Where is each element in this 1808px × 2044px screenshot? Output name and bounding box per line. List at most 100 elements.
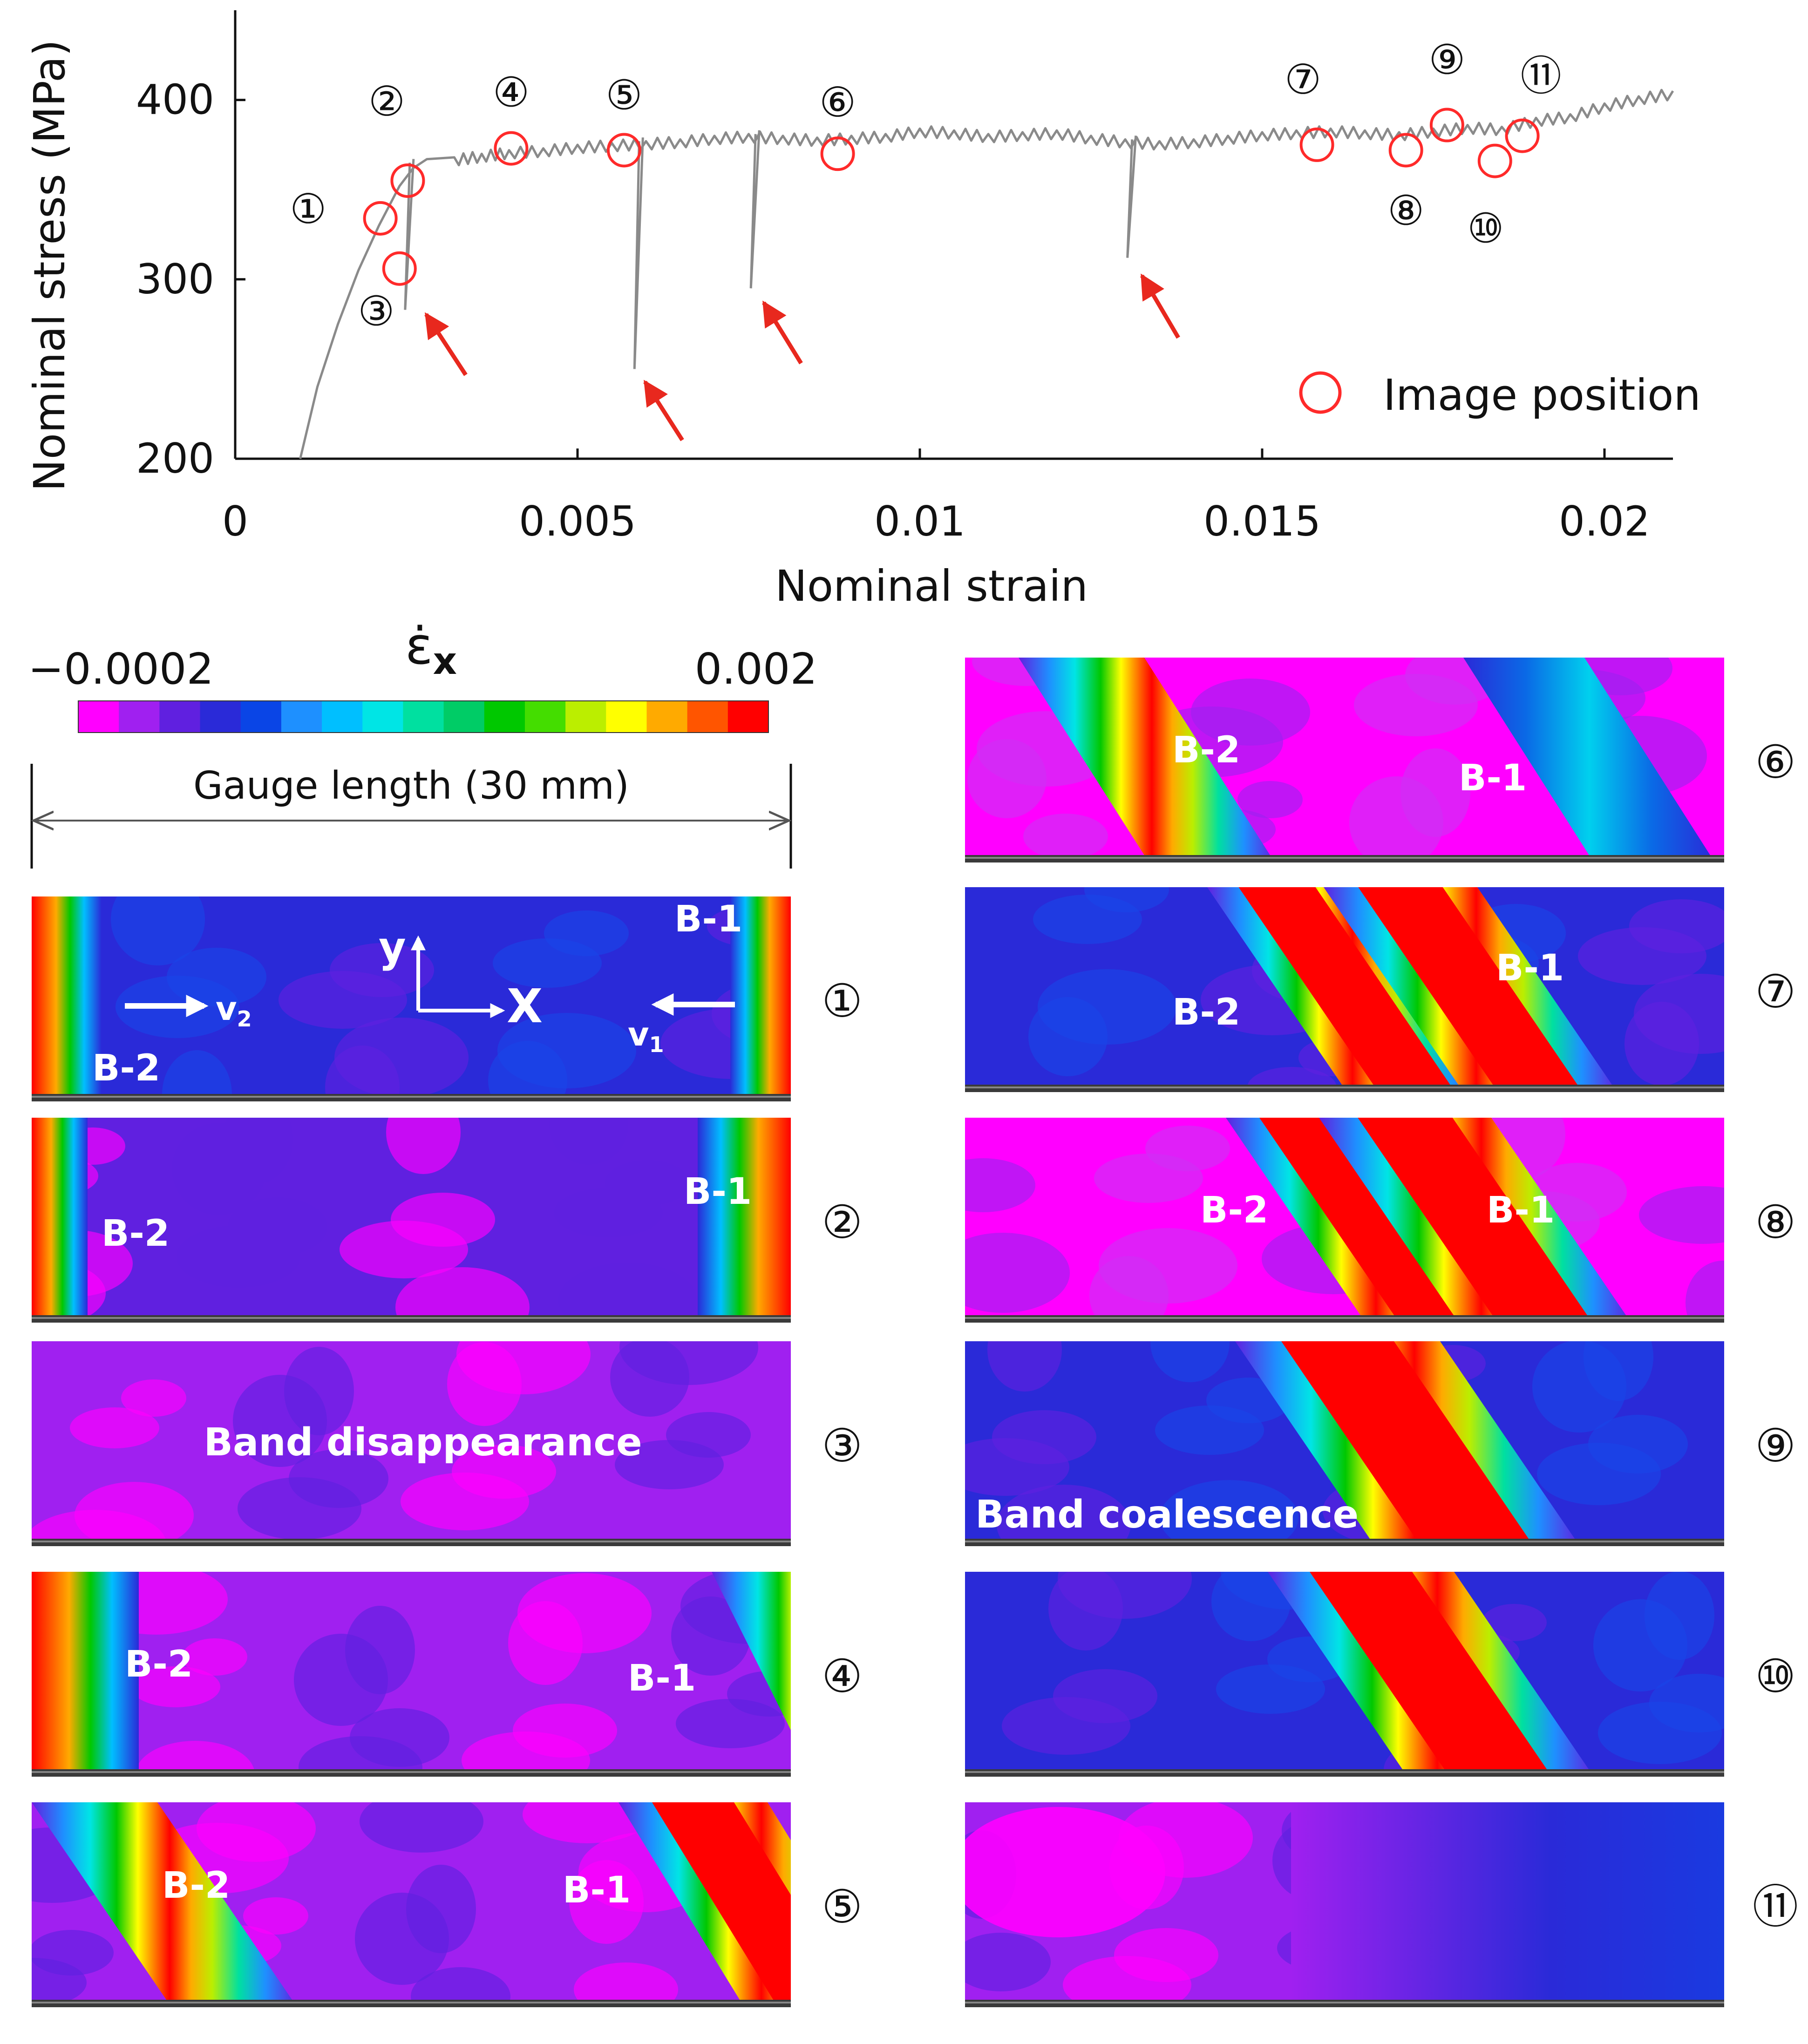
legend-label: Image position	[1383, 370, 1701, 420]
contour-blob	[671, 1596, 750, 1676]
image-position-label: ⑦	[1285, 55, 1321, 103]
contour-blob	[1089, 1256, 1169, 1323]
strain-band-edge	[730, 896, 791, 1101]
speckle-strip	[32, 1539, 791, 1546]
image-position-marker	[363, 201, 398, 236]
panel-number: ⑪	[1753, 1881, 1798, 1934]
image-position-marker	[1299, 127, 1334, 162]
speckle-strip	[965, 1539, 1724, 1546]
strain-band-edge	[32, 1118, 88, 1323]
band-label-b2: B-2	[125, 1643, 193, 1685]
image-position-markers: ① ② ③ ④ ⑤ ⑥ ⑦ ⑧ ⑨ ⑩ ⑪	[290, 36, 1561, 335]
x-tick-label: 0	[222, 497, 248, 545]
contour-blob	[1216, 1664, 1325, 1714]
contour-blob	[1023, 814, 1108, 859]
red-arrow-1	[424, 312, 468, 376]
speckle-strip-highlight	[965, 1541, 1724, 1542]
contour-blob	[1593, 1599, 1687, 1691]
colorbar-frame	[78, 700, 769, 733]
contour-blob	[1211, 1572, 1291, 1641]
x-axis-label: Nominal strain	[775, 561, 1088, 611]
image-position-label: ①	[290, 185, 326, 233]
image-position-label: ⑧	[1387, 186, 1424, 234]
strain-band-edge	[32, 1572, 139, 1777]
image-position-marker	[1505, 118, 1540, 153]
contour-blob	[162, 1050, 232, 1101]
contour-blob	[676, 1699, 785, 1748]
contour-blob	[121, 1379, 186, 1417]
contour-blob	[243, 1897, 308, 1935]
unload-drop-line	[404, 159, 415, 310]
contour-blob	[965, 1233, 1070, 1313]
image-position-label: ⑪	[1521, 52, 1562, 100]
image-position-label: ④	[493, 68, 530, 116]
colorbar-swatch	[119, 701, 160, 733]
contour-blob	[1532, 1341, 1626, 1433]
contour-blob	[1063, 1956, 1191, 2007]
y-axis-label: Nominal stress (MPa)	[25, 40, 75, 491]
contour-blob	[360, 1802, 483, 1853]
contour-blob	[569, 1860, 644, 1944]
contour-blob	[1639, 1186, 1724, 1244]
contour-blob	[965, 1158, 1035, 1212]
contour-blob	[615, 1440, 724, 1489]
strain-band-core	[1310, 1572, 1552, 1777]
band-label-b2: B-2	[1200, 1189, 1268, 1231]
image-position-marker	[494, 131, 529, 166]
axis-x-label: X	[507, 979, 543, 1033]
colorbar-swatch	[78, 701, 119, 733]
contour-blob	[965, 1807, 1165, 1937]
image-position-label: ⑤	[606, 71, 643, 119]
contour-panel-3: Band disappearance ③	[32, 1341, 863, 1546]
image-position-marker	[606, 133, 641, 168]
speckle-strip	[965, 1769, 1724, 1777]
contour-blob	[1482, 1604, 1547, 1641]
x-tick-label: 0.005	[519, 497, 636, 545]
contour-blob	[967, 739, 1047, 818]
colorbar-max-label: 0.002	[695, 644, 817, 694]
contour-blob	[172, 1123, 266, 1215]
contour-blob	[523, 1802, 651, 1843]
panel-number: ⑧	[1755, 1196, 1796, 1249]
unload-drop-line	[633, 137, 644, 369]
image-position-marker	[390, 163, 425, 198]
unload-arrows	[424, 273, 1180, 441]
colorbar-symbol-sub: x	[433, 639, 457, 683]
image-position-marker	[1388, 133, 1423, 168]
strain-band-edge	[32, 896, 102, 1101]
strain-band	[712, 1572, 791, 1730]
image-position-marker	[820, 136, 855, 171]
chart-axes: 0 0.005 0.01 0.015 0.02 200 300 400	[136, 10, 1673, 545]
colorbar: ε̇x −0.0002 0.002	[28, 616, 817, 733]
contour-panel-8: B-2 B-1 ⑧	[965, 1118, 1796, 1323]
contour-blob	[1598, 1702, 1722, 1764]
v2-subscript: 2	[237, 1006, 252, 1032]
band-label-note: Band coalescence	[975, 1493, 1359, 1537]
contour-blob	[965, 1438, 1069, 1496]
panel-number: ⑥	[1755, 736, 1796, 789]
colorbar-swatch	[443, 701, 485, 733]
contour-blob	[1354, 674, 1478, 736]
image-position-marker	[1429, 108, 1464, 143]
contour-panel-5: B-2 B-1 ⑤	[32, 1802, 863, 2007]
contour-blob	[987, 1341, 1062, 1392]
contour-blob	[549, 1118, 628, 1165]
panel-number: ⑦	[1755, 965, 1796, 1019]
red-arrow-4	[1140, 273, 1180, 339]
speckle-strip-highlight	[965, 1087, 1724, 1088]
image-position-label: ⑩	[1467, 204, 1504, 252]
x-tick-label: 0.02	[1559, 497, 1650, 545]
band-label-b2: B-2	[1172, 991, 1240, 1033]
speckle-strip-highlight	[965, 1771, 1724, 1773]
colorbar-swatch	[200, 701, 241, 733]
speckle-strip-highlight	[32, 1771, 791, 1773]
contour-blob	[508, 1601, 583, 1685]
strain-fade	[1291, 1802, 1724, 2007]
band-label-b1: B-1	[1459, 757, 1527, 799]
contour-blob	[299, 1736, 422, 1777]
colorbar-swatch	[565, 701, 606, 733]
contour-blob	[32, 1510, 167, 1546]
image-position-label: ⑨	[1428, 36, 1465, 84]
contour-blob	[1028, 997, 1108, 1076]
